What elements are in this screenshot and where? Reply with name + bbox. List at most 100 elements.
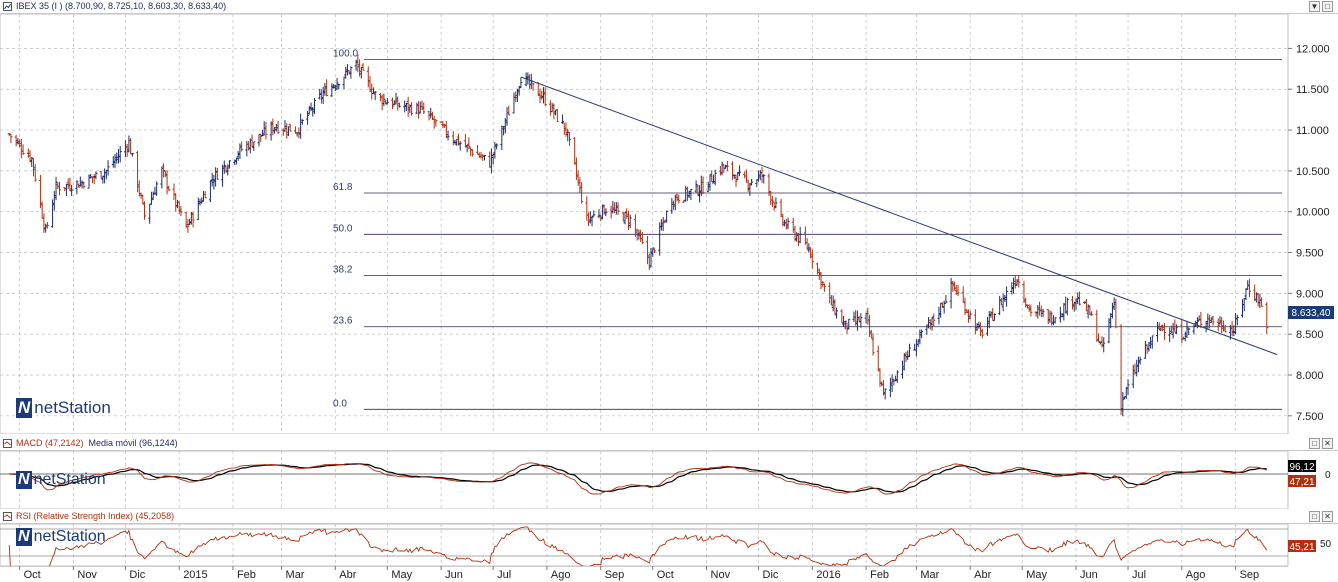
ohlc-bar <box>1017 275 1021 288</box>
ohlc-bar <box>240 141 244 152</box>
y-tick-label: 11.500 <box>1296 84 1329 96</box>
ohlc-bar <box>222 160 226 174</box>
x-tick-label: Oct <box>24 569 41 581</box>
y-tick-label: 10.500 <box>1296 166 1330 178</box>
ohlc-bar <box>325 79 329 97</box>
ohlc-bar <box>337 83 341 90</box>
fib-level-label: 23.6 <box>333 316 353 327</box>
ohlc-bar <box>312 98 316 115</box>
ohlc-bar <box>725 161 729 172</box>
x-tick-label: Jun <box>1080 569 1098 581</box>
fib-level-label: 38.2 <box>333 265 353 276</box>
ohlc-bar <box>580 182 584 204</box>
ohlc-bar <box>151 191 155 201</box>
indicator-icon <box>3 512 12 521</box>
ohlc-bar <box>45 221 49 229</box>
ohlc-bar <box>191 211 195 228</box>
ohlc-bar <box>677 194 681 204</box>
ohlc-bar <box>495 143 499 150</box>
macd-maximize-button[interactable]: □ <box>1309 438 1320 449</box>
ohlc-bar <box>1211 315 1215 326</box>
indicator-icon <box>3 439 12 448</box>
ohlc-bar <box>33 164 37 182</box>
ohlc-bar <box>555 109 559 122</box>
ohlc-bar <box>70 184 74 196</box>
x-tick-label: Oct <box>657 569 674 581</box>
ohlc-bar <box>944 295 948 304</box>
ohlc-bar <box>883 388 887 400</box>
ohlc-bar <box>665 210 669 223</box>
ohlc-bar <box>737 165 741 177</box>
rsi-line <box>8 526 1268 566</box>
macd-line <box>9 462 1267 495</box>
ohlc-bar <box>616 202 620 215</box>
chart-icon <box>3 2 12 11</box>
ohlc-bar <box>519 77 523 89</box>
x-tick-label: Abr <box>974 569 991 581</box>
ohlc-bar <box>1185 320 1189 338</box>
maximize-button[interactable]: □ <box>1322 1 1333 12</box>
ohlc-bar <box>252 141 256 151</box>
ohlc-bar <box>1168 327 1172 342</box>
ohlc-bar <box>907 343 911 357</box>
ohlc-bar <box>385 97 389 105</box>
rsi-maximize-button[interactable]: □ <box>1309 511 1320 522</box>
ohlc-bar <box>259 133 263 143</box>
ohlc-bar <box>507 105 511 116</box>
fib-level-label: 0.0 <box>333 398 347 409</box>
y-tick-label: 11.000 <box>1296 125 1329 137</box>
ohlc-bar <box>713 169 717 186</box>
rsi-value: 45,21 <box>1289 542 1314 553</box>
main-panel-title: IBEX 35 (I ) (8.700,90, 8.725,10, 8.603,… <box>16 1 227 11</box>
y-tick-label: 9.500 <box>1296 248 1324 260</box>
fibonacci-retracement: 100.0 61.8 50.0 38.2 23.6 0.0 <box>333 48 1282 410</box>
price-chart[interactable]: 100.0 61.8 50.0 38.2 23.6 0.0 12.000 11.500 11.… <box>0 14 1338 434</box>
ohlc-bar <box>458 141 462 151</box>
ohlc-bar <box>1029 304 1033 317</box>
rsi-title: RSI (Relative Strength Index) (45,2058) <box>16 511 175 521</box>
ohlc-bar <box>1077 291 1081 306</box>
ohlc-bar <box>847 318 851 330</box>
ohlc-bar <box>543 87 547 107</box>
ohlc-bar <box>288 123 292 132</box>
macd-zero-label: 0 <box>1325 470 1331 481</box>
ohlc-bar <box>361 63 365 71</box>
rsi-chart[interactable]: 45,21 50 <box>0 524 1338 566</box>
rsi-level-label: 50 <box>1320 539 1332 550</box>
ohlc-bar <box>470 148 474 157</box>
ohlc-bar <box>720 161 724 176</box>
x-tick-label: Jun <box>445 569 463 581</box>
ohlc-bar <box>895 370 899 383</box>
ohlc-bar <box>1097 333 1101 342</box>
y-tick-label: 8.500 <box>1296 329 1324 341</box>
ohlc-bar <box>956 284 960 296</box>
ohlc-bar <box>1114 298 1118 329</box>
y-tick-label: 10.000 <box>1296 207 1330 219</box>
minimize-button[interactable]: ▼ <box>1309 1 1320 12</box>
macd-title: MACD (47,2142) <box>16 438 84 448</box>
ohlc-bar <box>774 197 778 209</box>
last-price-tag <box>1288 306 1334 319</box>
macd-value-tag <box>1288 475 1316 487</box>
ohlc-bar <box>130 152 134 157</box>
ohlc-bar <box>155 181 159 196</box>
ohlc-bar <box>651 247 655 257</box>
macd-close-button[interactable]: ✕ <box>1322 438 1333 449</box>
ohlc-bar <box>1090 311 1094 316</box>
ohlc-bar <box>1180 318 1184 344</box>
x-tick-label: Mar <box>286 569 305 581</box>
ohlc-bar <box>1195 317 1199 329</box>
ohlc-bar <box>821 281 825 288</box>
rsi-value-tag <box>1288 540 1316 552</box>
trendline[interactable] <box>520 76 1278 356</box>
x-tick-label: Dic <box>129 569 145 581</box>
macd-signal-tag <box>1288 460 1316 472</box>
ohlc-bar <box>1041 308 1045 318</box>
ohlc-bar <box>1065 297 1069 316</box>
ohlc-bar <box>1247 278 1251 298</box>
ohlc-bar <box>1102 337 1106 353</box>
ohlc-bar <box>482 154 486 161</box>
rsi-close-button[interactable]: ✕ <box>1322 511 1333 522</box>
ohlc-bar <box>434 119 438 127</box>
macd-chart[interactable]: 96,12 47,21 0 <box>0 451 1338 509</box>
